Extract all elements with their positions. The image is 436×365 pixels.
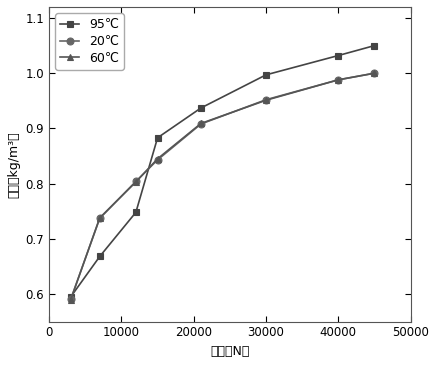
60℃ [68,297,73,302]
20℃ [336,78,341,82]
Line: 60℃: 60℃ [67,70,378,303]
20℃ [155,158,160,162]
60℃ [198,121,204,126]
X-axis label: 压力（N）: 压力（N） [210,345,249,358]
Legend: 95℃, 20℃, 60℃: 95℃, 20℃, 60℃ [55,13,124,70]
20℃ [133,179,139,184]
95℃ [372,43,377,48]
95℃ [263,73,269,77]
95℃ [198,106,204,110]
95℃ [133,210,139,215]
Line: 20℃: 20℃ [67,70,378,303]
60℃ [97,216,102,220]
95℃ [97,254,102,259]
60℃ [263,98,269,103]
20℃ [372,71,377,76]
Y-axis label: 密度（kg/m³）: 密度（kg/m³） [7,131,20,197]
60℃ [133,180,139,184]
Line: 95℃: 95℃ [67,42,378,300]
60℃ [155,157,160,161]
20℃ [198,122,204,126]
20℃ [263,97,269,102]
60℃ [372,71,377,76]
95℃ [155,136,160,140]
60℃ [336,78,341,82]
95℃ [68,295,73,299]
20℃ [97,216,102,220]
95℃ [336,53,341,58]
20℃ [68,297,73,301]
